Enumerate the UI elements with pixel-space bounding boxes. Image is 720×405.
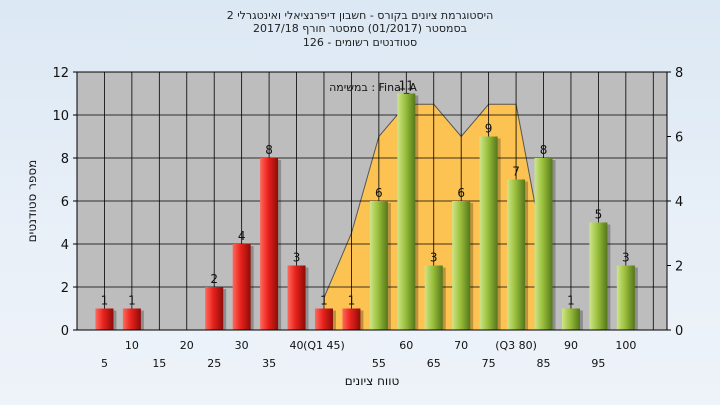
bar: [479, 136, 498, 330]
x-tick-label: (Q1 45): [303, 339, 345, 352]
x-tick-label: 100: [615, 339, 636, 352]
bar: [616, 265, 635, 330]
bar-value-label: 11: [399, 79, 414, 93]
y-tick-label: 12: [52, 66, 69, 81]
bar-value-label: 1: [101, 294, 109, 308]
y2-tick-label: 6: [675, 131, 683, 146]
y2-tick-label: 2: [675, 260, 683, 275]
bar: [314, 308, 333, 330]
bar-value-label: 6: [457, 186, 465, 200]
bar: [122, 308, 141, 330]
x-axis-label: טווח ציונים: [345, 374, 400, 388]
x-tick-label: 25: [207, 357, 221, 370]
x-tick-label: 85: [537, 357, 551, 370]
x-tick-label: (Q3 80): [495, 339, 537, 352]
bar-value-label: 2: [210, 272, 218, 286]
bar: [95, 308, 114, 330]
x-tick-label: 15: [152, 357, 166, 370]
bar-value-label: 3: [293, 251, 301, 265]
y-tick-label: 4: [61, 238, 69, 253]
x-tick-label: 95: [591, 357, 605, 370]
bar-value-label: 1: [348, 294, 356, 308]
bar-value-label: 3: [622, 251, 630, 265]
bar: [369, 201, 388, 330]
y-tick-label: 6: [61, 195, 69, 210]
x-tick-label: 30: [235, 339, 249, 352]
y2-tick-label: 0: [675, 324, 683, 339]
x-tick-label: 40: [290, 339, 304, 352]
bar-value-label: 3: [430, 251, 438, 265]
y-tick-label: 10: [52, 109, 69, 124]
bar: [205, 287, 224, 330]
x-tick-label: 70: [454, 339, 468, 352]
x-tick-label: 60: [399, 339, 413, 352]
x-tick-label: 55: [372, 357, 386, 370]
y2-tick-label: 4: [675, 195, 683, 210]
bar-value-label: 7: [512, 165, 520, 179]
bar-value-label: 8: [540, 143, 548, 157]
x-tick-label: 65: [427, 357, 441, 370]
x-tick-label: 75: [482, 357, 496, 370]
bar: [342, 308, 361, 330]
bar-value-label: 6: [375, 186, 383, 200]
x-tick-label: 5: [101, 357, 108, 370]
x-tick-label: 90: [564, 339, 578, 352]
bar-value-label: 9: [485, 122, 493, 136]
bar: [534, 158, 553, 330]
bar: [424, 265, 443, 330]
bar: [561, 308, 580, 330]
x-tick-label: 35: [262, 357, 276, 370]
bar-value-label: 4: [238, 229, 246, 243]
bar-value-label: 1: [128, 294, 136, 308]
bar-annotation: במשימה : Final_A: [329, 81, 417, 94]
bar: [397, 93, 416, 330]
y-tick-label: 2: [61, 281, 69, 296]
x-tick-label: 10: [125, 339, 139, 352]
bar-value-label: 5: [595, 208, 603, 222]
bar: [260, 158, 279, 330]
bar: [287, 265, 306, 330]
y-tick-label: 0: [61, 324, 69, 339]
bar-value-label: 1: [567, 294, 575, 308]
x-tick-label: 20: [180, 339, 194, 352]
y-tick-label: 8: [61, 152, 69, 167]
bar: [232, 244, 251, 330]
chart-subtitle-semester: בסמסטר (01/2017) סמסטר חורף 2017/18: [253, 22, 467, 35]
y-axis-label: מספר סטודנטים: [25, 160, 39, 243]
chart-subtitle-enrolled: סטודנטים רשומים - 126: [302, 36, 418, 49]
bar: [507, 179, 526, 330]
bar: [452, 201, 471, 330]
y2-tick-label: 8: [675, 66, 683, 81]
bar-value-label: 8: [265, 143, 273, 157]
chart-title: היסטוגרמת ציונים בקורס - חשבון דיפרנציאל…: [226, 9, 494, 22]
bar-value-label: 1: [320, 294, 328, 308]
bar: [589, 222, 608, 330]
